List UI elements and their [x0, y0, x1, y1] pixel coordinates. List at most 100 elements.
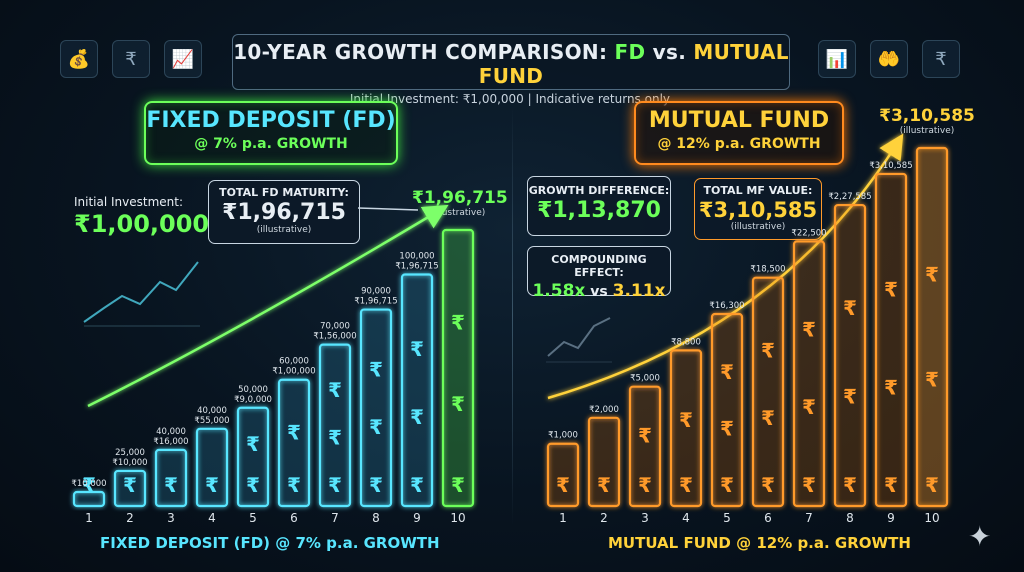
fd-bar-label: ₹1,00,000 [272, 367, 315, 377]
fd-tick-label: 9 [413, 511, 421, 525]
mf-bar-7 [792, 240, 826, 508]
fd-title: FIXED DEPOSIT (FD) [146, 108, 396, 133]
mf-diff-value: ₹1,13,870 [537, 198, 661, 223]
fd-maturity-note: (illustrative) [256, 225, 312, 235]
fd-bar-label: 50,000 [238, 385, 268, 395]
fd-bar-7 [318, 343, 352, 508]
mf-bar-label: ₹2,27,585 [828, 192, 871, 202]
mf-rupee-icon: ₹ [720, 360, 734, 384]
fd-bar-label: ₹1,56,000 [313, 332, 356, 342]
fd-rupee-icon: ₹ [82, 473, 96, 497]
compound-fd: 1.58x [532, 281, 586, 301]
fd-top-value: ₹1,96,715 (illustrative) [412, 188, 508, 218]
fd-bar-label: 70,000 [320, 322, 350, 332]
mf-rate: @ 12% p.a. GROWTH [657, 136, 821, 152]
title-prefix: 10-YEAR GROWTH COMPARISON: [233, 40, 615, 64]
mf-bar-5 [710, 312, 744, 508]
mf-rupee-icon: ₹ [638, 473, 652, 497]
fd-rupee-icon: ₹ [328, 473, 342, 497]
fd-bar-label: ₹55,000 [194, 416, 229, 426]
fd-bar-2 [113, 469, 147, 508]
mf-bottom-label: MUTUAL FUND @ 12% p.a. GROWTH [608, 534, 911, 552]
mf-rupee-icon: ₹ [556, 473, 570, 497]
mf-rupee-icon: ₹ [638, 423, 652, 447]
fd-rupee-icon: ₹ [369, 415, 383, 439]
compound-mf: 3.11x [612, 281, 666, 301]
fd-rupee-icon: ₹ [451, 311, 465, 335]
mf-diff-callout: GROWTH DIFFERENCE: ₹1,13,870 [527, 176, 671, 236]
growth-chart-icon: 📈 [164, 40, 202, 78]
fd-tick-label: 7 [331, 511, 339, 525]
mf-bar-label: ₹5,000 [630, 374, 660, 384]
mf-bar-label: ₹22,500 [791, 228, 826, 238]
mf-bar-label: ₹8,800 [671, 337, 701, 347]
mf-rupee-icon: ₹ [884, 278, 898, 302]
fd-maturity-callout: TOTAL FD MATURITY: ₹1,96,715 (illustrati… [208, 180, 360, 244]
title-box: 10-YEAR GROWTH COMPARISON: FD vs. MUTUAL… [232, 34, 790, 106]
fd-tick-label: 4 [208, 511, 216, 525]
mf-bar-1 [546, 442, 580, 508]
fd-rupee-icon: ₹ [369, 473, 383, 497]
mf-bar-label: ₹3,10,585 [869, 161, 912, 171]
page-title: 10-YEAR GROWTH COMPARISON: FD vs. MUTUAL… [233, 40, 789, 88]
mf-bar-4 [669, 349, 703, 508]
compound-vs: vs [585, 284, 613, 300]
mf-rupee-icon: ₹ [925, 262, 939, 286]
fd-rupee-icon: ₹ [287, 473, 301, 497]
fd-bar-label: ₹10,000 [71, 479, 106, 489]
mf-tick-label: 4 [682, 511, 690, 525]
mf-bar-label: ₹18,500 [750, 265, 785, 275]
mf-bar-label: ₹1,000 [548, 431, 578, 441]
fd-bar-9 [400, 273, 434, 508]
mf-rupee-icon: ₹ [679, 473, 693, 497]
fd-rupee-icon: ₹ [369, 357, 383, 381]
mf-rupee-icon: ₹ [720, 417, 734, 441]
rupee-hand-icon: ₹ [922, 40, 960, 78]
fd-bar-label: 90,000 [361, 287, 391, 297]
fd-bar-8 [359, 308, 393, 508]
mf-total-value: ₹3,10,585 [698, 198, 818, 222]
mf-top-value-text: ₹3,10,585 [879, 106, 975, 126]
fd-rupee-icon: ₹ [451, 473, 465, 497]
fd-bar-label: ₹1,96,715 [395, 261, 438, 271]
money-bag-icon: 💰 [60, 40, 98, 78]
fd-bar-label: ₹9,0,000 [234, 395, 272, 405]
mf-bar-label: ₹16,300 [709, 301, 744, 311]
mf-decor-chart [546, 317, 612, 363]
mf-title-box: MUTUAL FUND @ 12% p.a. GROWTH [634, 101, 844, 165]
rupee-coin-icon: ₹ [112, 40, 150, 78]
mf-rupee-icon: ₹ [761, 473, 775, 497]
fd-tick-label: 2 [126, 511, 134, 525]
fd-rupee-icon: ₹ [246, 473, 260, 497]
fd-bar-label: ₹10,000 [112, 458, 147, 468]
mf-bar-10 [915, 146, 949, 508]
mf-rupee-icon: ₹ [802, 317, 816, 341]
mf-rupee-icon: ₹ [761, 406, 775, 430]
panel-divider [512, 105, 513, 525]
mf-tick-label: 3 [641, 511, 649, 525]
fd-growth-arrow [87, 204, 449, 408]
title-mf: MUTUAL FUND [478, 40, 789, 88]
fd-bar-label: 40,000 [156, 427, 186, 437]
fd-rupee-icon: ₹ [287, 420, 301, 444]
fd-rupee-icon: ₹ [123, 473, 137, 497]
mf-tick-label: 9 [887, 511, 895, 525]
mf-growth-arrow [547, 133, 904, 400]
mf-rupee-icon: ₹ [843, 296, 857, 320]
fd-bar-label: 25,000 [115, 448, 145, 458]
fd-tick-label: 6 [290, 511, 298, 525]
mf-bar-9 [874, 172, 908, 508]
hand-growth-icon: 🤲 [870, 40, 908, 78]
mf-total-label: TOTAL MF VALUE: [703, 184, 813, 197]
fd-decor-chart [83, 261, 200, 327]
mf-rupee-icon: ₹ [802, 473, 816, 497]
mf-rupee-icon: ₹ [761, 339, 775, 363]
fd-rupee-icon: ₹ [410, 473, 424, 497]
bar-chart-icon: 📊 [818, 40, 856, 78]
mf-top-value: ₹3,10,585 (illustrative) [872, 106, 982, 136]
mf-rupee-icon: ₹ [843, 473, 857, 497]
fd-bar-4 [195, 427, 229, 508]
fd-maturity-label: TOTAL FD MATURITY: [219, 186, 349, 199]
fd-bar-1 [72, 490, 106, 508]
